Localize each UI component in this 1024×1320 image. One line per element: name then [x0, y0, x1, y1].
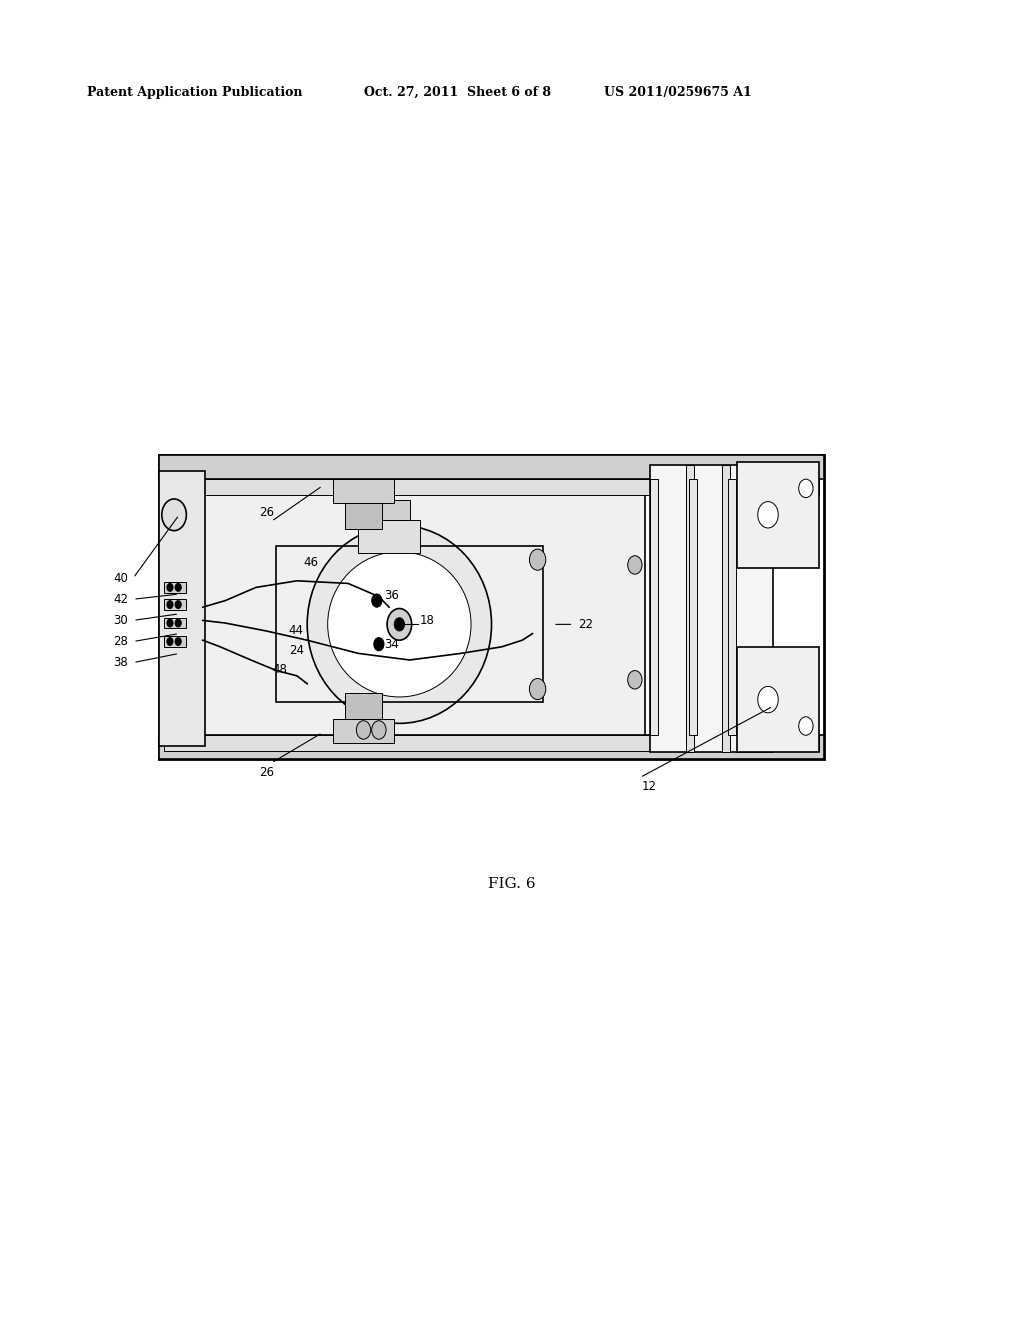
Text: 24: 24: [289, 644, 304, 657]
Bar: [333, 719, 394, 743]
Ellipse shape: [307, 525, 492, 723]
Bar: [159, 455, 824, 479]
Bar: [159, 471, 205, 746]
Bar: [358, 520, 420, 553]
Circle shape: [175, 638, 181, 645]
Bar: [728, 479, 736, 735]
Circle shape: [758, 502, 778, 528]
Circle shape: [167, 619, 173, 627]
Text: 36: 36: [384, 589, 399, 602]
Bar: [164, 582, 186, 593]
Circle shape: [529, 549, 546, 570]
Circle shape: [167, 583, 173, 591]
Bar: [650, 465, 773, 752]
Text: 46: 46: [303, 556, 318, 569]
Text: 28: 28: [113, 635, 128, 648]
Bar: [345, 503, 382, 529]
Circle shape: [167, 638, 173, 645]
Text: FIG. 6: FIG. 6: [488, 878, 536, 891]
Text: US 2011/0259675 A1: US 2011/0259675 A1: [604, 86, 752, 99]
Bar: [164, 735, 819, 751]
Text: 18: 18: [420, 614, 435, 627]
Circle shape: [356, 721, 371, 739]
Circle shape: [175, 601, 181, 609]
Circle shape: [799, 479, 813, 498]
Circle shape: [387, 609, 412, 640]
Bar: [650, 479, 658, 735]
Bar: [686, 465, 694, 752]
Circle shape: [372, 721, 386, 739]
Circle shape: [167, 601, 173, 609]
Bar: [345, 693, 382, 719]
Circle shape: [175, 619, 181, 627]
Circle shape: [758, 686, 778, 713]
Bar: [276, 546, 543, 702]
Text: 26: 26: [259, 506, 273, 519]
Text: 12: 12: [642, 780, 657, 793]
Text: 26: 26: [259, 766, 273, 779]
Text: 48: 48: [272, 663, 288, 676]
Text: 34: 34: [384, 638, 399, 651]
Circle shape: [175, 583, 181, 591]
Bar: [164, 618, 186, 628]
Bar: [164, 479, 819, 495]
Bar: [159, 455, 824, 759]
Bar: [164, 636, 186, 647]
Circle shape: [628, 671, 642, 689]
Text: 44: 44: [289, 624, 304, 638]
Text: 30: 30: [114, 614, 128, 627]
Bar: [737, 462, 819, 568]
Circle shape: [628, 556, 642, 574]
Text: 40: 40: [113, 572, 128, 585]
Bar: [722, 465, 730, 752]
Bar: [174, 471, 645, 746]
Bar: [369, 500, 410, 520]
Circle shape: [374, 638, 384, 651]
Bar: [164, 599, 186, 610]
Text: 42: 42: [113, 593, 128, 606]
Circle shape: [799, 717, 813, 735]
Text: 22: 22: [579, 618, 594, 631]
Text: 38: 38: [114, 656, 128, 669]
Circle shape: [162, 499, 186, 531]
Bar: [159, 735, 824, 759]
Text: Patent Application Publication: Patent Application Publication: [87, 86, 302, 99]
Bar: [333, 479, 394, 503]
Circle shape: [372, 594, 382, 607]
Ellipse shape: [328, 552, 471, 697]
Bar: [737, 647, 819, 752]
Bar: [689, 479, 697, 735]
Text: Oct. 27, 2011  Sheet 6 of 8: Oct. 27, 2011 Sheet 6 of 8: [364, 86, 551, 99]
Circle shape: [529, 678, 546, 700]
Circle shape: [394, 618, 404, 631]
